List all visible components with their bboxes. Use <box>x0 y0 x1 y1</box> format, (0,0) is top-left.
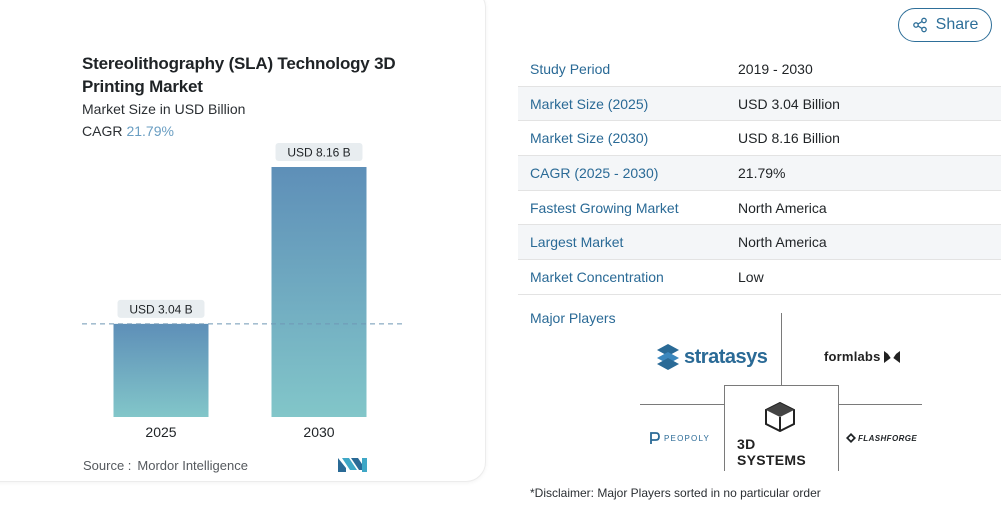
mordor-intelligence-logo <box>338 458 367 472</box>
flashforge-logo: FLASHFORGE <box>846 433 917 443</box>
disclaimer-note: *Disclaimer: Major Players sorted in no … <box>530 486 821 500</box>
x-tick-2025: 2025 <box>145 424 176 440</box>
stratasys-mark-icon <box>657 344 679 370</box>
stat-value: Low <box>738 268 764 285</box>
source-value: Mordor Intelligence <box>137 458 248 473</box>
peopoly-text: PEOPOLY <box>664 433 711 443</box>
formlabs-logo: formlabs <box>824 349 900 364</box>
stat-label: Largest Market <box>530 234 624 251</box>
stat-value: 2019 - 2030 <box>738 60 813 77</box>
grid-divider <box>838 404 922 405</box>
formlabs-text: formlabs <box>824 349 881 364</box>
3d-systems-text: 3D SYSTEMS <box>737 436 807 468</box>
stat-row-fastest-growing: Fastest Growing Market North America <box>518 191 1001 226</box>
stratasys-text: stratasys <box>684 345 768 368</box>
data-label-2025: USD 3.04 B <box>129 302 192 316</box>
grid-divider <box>838 385 839 471</box>
grid-divider <box>724 385 725 471</box>
grid-divider <box>640 404 724 405</box>
stat-value: USD 3.04 Billion <box>738 95 840 112</box>
share-button[interactable]: Share <box>898 8 992 42</box>
market-stats-table: Study Period 2019 - 2030 Market Size (20… <box>518 52 1001 295</box>
3d-systems-mark-icon <box>765 402 795 432</box>
peopoly-mark-icon <box>650 432 660 444</box>
stat-label: Market Size (2025) <box>530 95 649 112</box>
peopoly-logo: PEOPOLY <box>650 432 710 444</box>
flashforge-text: FLASHFORGE <box>858 433 918 443</box>
3d-systems-logo: 3D SYSTEMS <box>737 402 823 468</box>
stat-value: North America <box>738 234 827 251</box>
stat-value: North America <box>738 199 827 216</box>
data-label-2030: USD 8.16 B <box>287 146 350 160</box>
bar-chart: USD 3.04 B 2025 USD 8.16 B 2030 <box>82 143 402 440</box>
source-note: Source : Mordor Intelligence <box>83 458 248 473</box>
stat-row-cagr: CAGR (2025 - 2030) 21.79% <box>518 156 1001 191</box>
stat-label: Market Concentration <box>530 268 664 285</box>
flashforge-mark-icon <box>846 433 856 443</box>
stat-label: Fastest Growing Market <box>530 199 679 216</box>
major-players-grid <box>640 313 922 471</box>
source-label: Source : <box>83 458 132 473</box>
bar-2025 <box>113 323 209 417</box>
chart-subtitle: Market Size in USD Billion <box>82 101 246 117</box>
grid-divider <box>724 385 838 386</box>
share-label: Share <box>935 16 979 33</box>
cagr-value: 21.79% <box>126 123 174 139</box>
stat-label: Market Size (2030) <box>530 130 649 147</box>
share-icon <box>912 17 927 33</box>
cagr-label: CAGR <box>82 123 123 139</box>
data-label-bg <box>275 143 363 161</box>
stat-row-largest-market: Largest Market North America <box>518 225 1001 261</box>
chart-card <box>0 0 486 482</box>
stat-label: Study Period <box>530 60 611 77</box>
formlabs-mark-icon <box>883 350 900 363</box>
stat-value: USD 8.16 Billion <box>738 130 840 147</box>
x-tick-2030: 2030 <box>303 424 334 440</box>
chart-title: Stereolithography (SLA) Technology 3D Pr… <box>82 54 396 96</box>
chart-cagr: CAGR 21.79% <box>82 123 174 139</box>
stat-row-concentration: Market Concentration Low <box>518 260 1001 295</box>
major-players-label: Major Players <box>530 310 616 326</box>
stratasys-logo: stratasys <box>657 344 768 370</box>
bar-2030 <box>271 167 367 417</box>
grid-divider <box>781 313 782 385</box>
stat-row-study-period: Study Period 2019 - 2030 <box>518 52 1001 87</box>
data-label-bg <box>117 299 205 318</box>
stat-value: 21.79% <box>738 164 786 181</box>
stat-row-market-size-2030: Market Size (2030) USD 8.16 Billion <box>518 121 1001 157</box>
stat-label: CAGR (2025 - 2030) <box>530 164 659 181</box>
stat-row-market-size-2025: Market Size (2025) USD 3.04 Billion <box>518 86 1001 122</box>
